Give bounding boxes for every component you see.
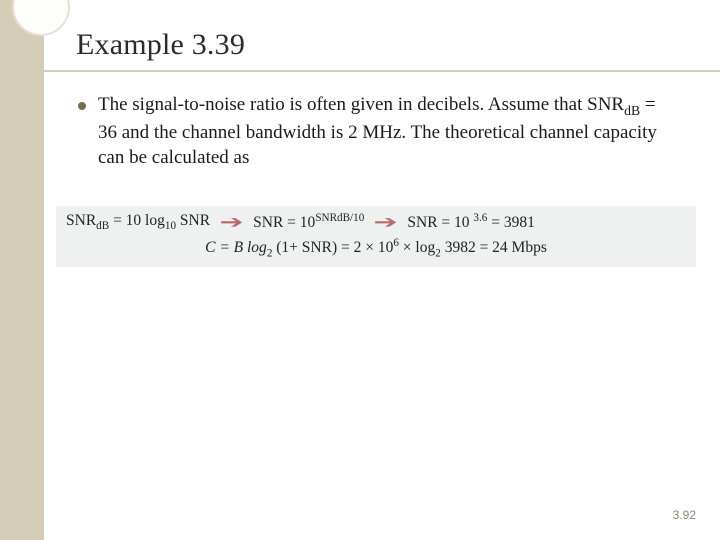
body-seg-1: The signal-to-noise ratio is often given… (98, 94, 624, 115)
formula-row-1: SNRdB = 10 log10 SNR ➔ SNR = 10SNRdB/10 … (66, 212, 686, 233)
f-r2-q1: C = B log (205, 239, 267, 256)
f-r1-p3b: = 3981 (487, 215, 535, 232)
bullet-icon (78, 102, 86, 110)
formula-r1-part3: SNR = 10 3.6 = 3981 (407, 212, 534, 232)
f-r1-p3a-sup: 3.6 (473, 212, 487, 224)
formula-block: SNRdB = 10 log10 SNR ➔ SNR = 10SNRdB/10 … (56, 206, 696, 267)
f-r1-p1c: SNR (176, 212, 210, 229)
f-r1-p1b: = 10 log (109, 212, 165, 229)
formula-r2: C = B log2 (1+ SNR) = 2 × 106 × log2 398… (205, 237, 547, 259)
f-r2-q3: × log (399, 239, 435, 256)
f-r1-p3a: SNR = 10 (407, 215, 473, 232)
f-r1-p2a: SNR = 10 (253, 215, 315, 232)
arrow-icon: ➔ (374, 212, 398, 233)
f-r1-p2a-sup: SNRdB/10 (315, 212, 364, 224)
arrow-icon: ➔ (220, 212, 244, 233)
body-paragraph: The signal-to-noise ratio is often given… (98, 92, 672, 170)
body-paragraph-container: The signal-to-noise ratio is often given… (76, 92, 672, 267)
page-number: 3.92 (673, 508, 696, 522)
slide-title: Example 3.39 (76, 28, 672, 62)
formula-r1-part1: SNRdB = 10 log10 SNR (66, 212, 210, 232)
f-r2-q2: (1+ SNR) = 2 × 10 (272, 239, 393, 256)
f-r1-p1a: SNR (66, 212, 96, 229)
f-r1-p1b-sub: 10 (165, 221, 176, 233)
slide-content: Example 3.39 The signal-to-noise ratio i… (68, 0, 700, 540)
left-accent-stripe (0, 0, 44, 540)
f-r1-p1a-sub: dB (96, 221, 109, 233)
formula-r1-part2: SNR = 10SNRdB/10 (253, 212, 364, 232)
formula-row-2: C = B log2 (1+ SNR) = 2 × 106 × log2 398… (66, 237, 686, 259)
f-r2-q4: 3982 = 24 Mbps (441, 239, 547, 256)
body-sub-db: dB (624, 103, 640, 118)
